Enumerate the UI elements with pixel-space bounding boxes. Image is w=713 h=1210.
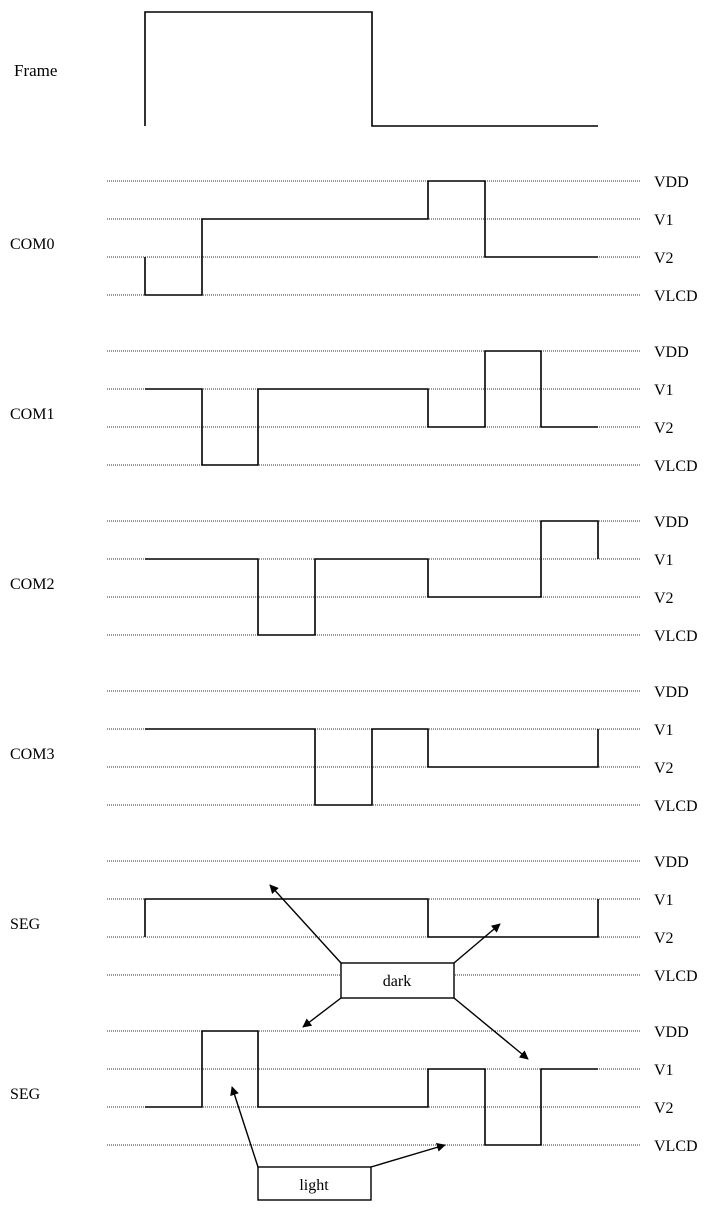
com3-level-label-vlcd: VLCD — [654, 798, 698, 815]
seg2-label: SEG — [10, 1086, 41, 1103]
frame-label: Frame — [14, 61, 57, 80]
seg1-level-label-vlcd: VLCD — [654, 968, 698, 985]
dark-arrow-to-seg1-v1 — [269, 884, 342, 964]
com3-level-label-v2: V2 — [654, 760, 674, 777]
com1-level-label-vlcd: VLCD — [654, 458, 698, 475]
com2-waveform — [145, 520, 599, 636]
light-arrow-to-seg2-vlcd — [370, 1142, 446, 1168]
com0-level-label-vdd: VDD — [654, 174, 689, 191]
dark-annotation-box — [340, 962, 455, 999]
seg2-level-label-v1: V1 — [654, 1062, 674, 1079]
com1-level-label-v2: V2 — [654, 420, 674, 437]
seg2-waveform — [145, 1030, 598, 1146]
com1-level-label-vdd: VDD — [654, 344, 689, 361]
frame-waveform — [144, 11, 598, 127]
com3-level-label-v1: V1 — [654, 722, 674, 739]
com3-label: COM3 — [10, 746, 54, 763]
com1-waveform — [145, 350, 598, 466]
com0-level-label-v1: V1 — [654, 212, 674, 229]
seg2-level-label-v2: V2 — [654, 1100, 674, 1117]
com2-label: COM2 — [10, 576, 54, 593]
com2-level-label-v2: V2 — [654, 590, 674, 607]
light-arrow-to-seg2-v2 — [230, 1086, 259, 1168]
com2-level-label-vdd: VDD — [654, 514, 689, 531]
dark-arrow-to-seg1-v2 — [453, 923, 501, 964]
com3-waveform — [145, 728, 599, 806]
com2-level-label-vlcd: VLCD — [654, 628, 698, 645]
seg1-level-label-vdd: VDD — [654, 854, 689, 871]
com0-label: COM0 — [10, 236, 54, 253]
light-annotation-box — [257, 1166, 372, 1201]
com1-label: COM1 — [10, 406, 54, 423]
com1-level-label-v1: V1 — [654, 382, 674, 399]
com3-level-label-vdd: VDD — [654, 684, 689, 701]
com2-level-label-v1: V1 — [654, 552, 674, 569]
seg1-waveform — [144, 898, 599, 938]
seg1-level-label-v2: V2 — [654, 930, 674, 947]
dark-annotation-label: dark — [383, 973, 411, 990]
seg2-level-label-vdd: VDD — [654, 1024, 689, 1041]
seg2-level-label-vlcd: VLCD — [654, 1138, 698, 1155]
com0-level-label-v2: V2 — [654, 250, 674, 267]
seg1-level-label-v1: V1 — [654, 892, 674, 909]
com0-waveform — [144, 180, 598, 296]
com0-level-label-vlcd: VLCD — [654, 288, 698, 305]
seg1-label: SEG — [10, 916, 41, 933]
dark-arrow-to-seg2-vdd — [302, 997, 342, 1028]
dark-arrow-to-seg2-v1 — [453, 997, 529, 1060]
light-annotation-label: light — [299, 1177, 329, 1194]
